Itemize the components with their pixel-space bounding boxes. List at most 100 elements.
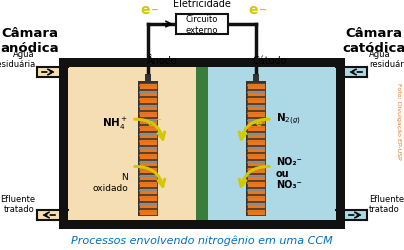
Bar [139, 204, 157, 206]
Bar [247, 167, 265, 173]
Text: Câmara
anódica: Câmara anódica [1, 27, 59, 55]
Text: Efluente
tratado: Efluente tratado [0, 194, 35, 213]
Bar [139, 195, 157, 201]
Text: −: − [263, 116, 269, 122]
Bar [247, 92, 265, 94]
Text: Circuito
externo: Circuito externo [186, 15, 218, 34]
Bar [139, 86, 157, 87]
Bar [139, 181, 157, 187]
Bar [247, 98, 265, 103]
Bar [247, 132, 265, 138]
Bar [247, 84, 265, 89]
Bar [139, 100, 157, 101]
Bar [345, 210, 367, 220]
Text: Cátodo: Cátodo [253, 56, 287, 66]
Bar [37, 210, 59, 220]
Bar [139, 132, 157, 138]
Text: Ânodo: Ânodo [147, 56, 177, 66]
Bar [208, 68, 336, 220]
Bar [139, 183, 157, 184]
Bar [59, 68, 68, 220]
Bar [247, 197, 265, 198]
Bar [247, 127, 265, 129]
Bar [139, 141, 157, 143]
Bar [139, 202, 157, 208]
Bar [247, 183, 265, 184]
Text: e: e [148, 118, 154, 127]
Bar [139, 91, 157, 96]
Bar [139, 154, 157, 159]
Bar [139, 92, 157, 94]
Bar [139, 188, 157, 194]
Bar [139, 134, 157, 136]
Bar [247, 154, 265, 159]
Bar [139, 98, 157, 103]
Bar [345, 68, 367, 78]
Text: Efluente
tratado: Efluente tratado [369, 194, 404, 213]
Bar [138, 82, 158, 216]
Bar [139, 169, 157, 171]
Text: N
oxidado: N oxidado [92, 173, 128, 192]
Bar [139, 106, 157, 108]
Bar [139, 197, 157, 198]
Bar [247, 174, 265, 180]
Bar [247, 126, 265, 131]
Text: −: − [151, 5, 159, 15]
Bar [247, 146, 265, 152]
Text: NH$_4^+$: NH$_4^+$ [102, 115, 128, 131]
Bar [139, 155, 157, 157]
Bar [247, 188, 265, 194]
Bar [247, 118, 265, 124]
Bar [247, 155, 265, 157]
Bar [139, 126, 157, 131]
Bar [247, 134, 265, 136]
Bar [139, 148, 157, 150]
Bar [176, 15, 228, 35]
Text: NO₂⁻
ou
NO₃⁻: NO₂⁻ ou NO₃⁻ [276, 156, 302, 190]
Bar [247, 148, 265, 150]
Text: N$_{2(g)}$: N$_{2(g)}$ [276, 112, 301, 127]
Bar [139, 112, 157, 117]
Bar [247, 209, 265, 215]
Text: e: e [248, 3, 258, 17]
Text: e: e [140, 3, 150, 17]
Text: Processos envolvendo nitrogênio em uma CCM: Processos envolvendo nitrogênio em uma C… [71, 235, 333, 245]
Bar [247, 162, 265, 164]
Bar [139, 190, 157, 192]
Bar [139, 118, 157, 124]
Bar [139, 174, 157, 180]
Bar [247, 112, 265, 117]
Bar [139, 127, 157, 129]
Text: Água
residuária: Água residuária [369, 48, 404, 69]
Bar [246, 82, 266, 216]
Bar [196, 68, 208, 220]
Bar [139, 176, 157, 178]
Text: Água
residuária: Água residuária [0, 48, 35, 69]
Bar [247, 120, 265, 122]
Bar [68, 68, 196, 220]
Text: −: − [259, 5, 267, 15]
Bar [253, 75, 259, 83]
Bar [145, 75, 151, 83]
Bar [247, 211, 265, 212]
Bar [139, 84, 157, 89]
Bar [247, 106, 265, 108]
Bar [247, 91, 265, 96]
Bar [247, 104, 265, 110]
Bar [247, 202, 265, 208]
Bar [247, 204, 265, 206]
Text: e: e [256, 118, 262, 127]
Bar [247, 113, 265, 115]
Text: Câmara
catódica: Câmara catódica [342, 27, 404, 55]
Bar [139, 167, 157, 173]
Text: Eletricidade: Eletricidade [173, 0, 231, 9]
Bar [37, 68, 59, 78]
Bar [139, 209, 157, 215]
Bar [247, 141, 265, 143]
Bar [336, 68, 345, 220]
Bar [139, 104, 157, 110]
Bar [247, 176, 265, 178]
Bar [247, 86, 265, 87]
Bar [139, 211, 157, 212]
Bar [139, 140, 157, 145]
